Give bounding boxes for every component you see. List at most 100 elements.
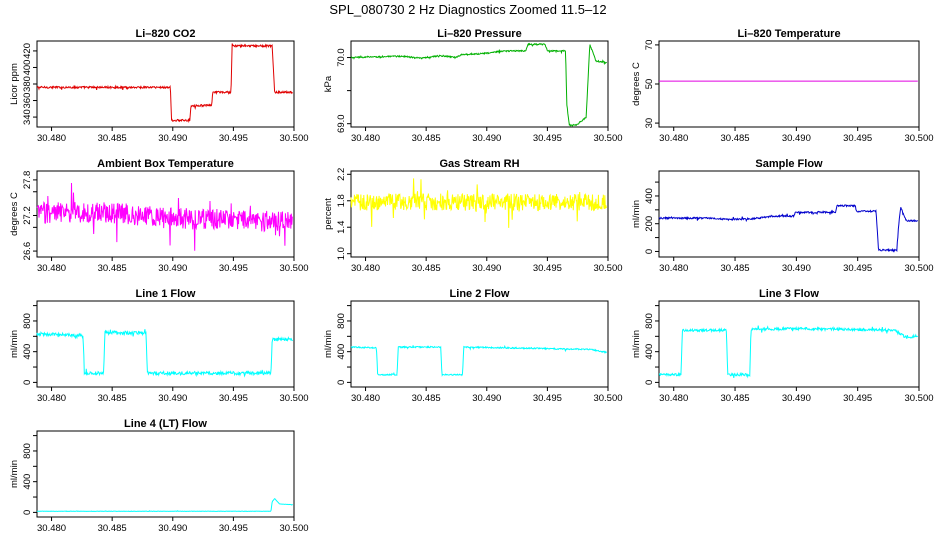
y-tick-label: 70.0 xyxy=(336,48,347,67)
x-tick-label: 30.500 xyxy=(279,133,308,144)
x-tick-label: 30.490 xyxy=(472,133,501,144)
x-tick-label: 30.485 xyxy=(721,263,750,274)
x-tick-label: 30.500 xyxy=(904,263,933,274)
x-tick-label: 30.495 xyxy=(533,263,562,274)
x-tick-label: 30.500 xyxy=(904,133,933,144)
x-tick-label: 30.480 xyxy=(37,393,66,404)
y-tick-label: 400 xyxy=(644,344,655,360)
series-line xyxy=(36,182,293,251)
y-axis-title: percent xyxy=(323,198,334,230)
panel-title: Line 2 Flow xyxy=(450,288,510,300)
series-line xyxy=(36,43,293,124)
y-tick-label: 380 xyxy=(22,76,33,92)
panel-title: Line 3 Flow xyxy=(759,288,819,300)
x-tick-label: 30.490 xyxy=(472,393,501,404)
x-tick-label: 30.495 xyxy=(533,393,562,404)
y-tick-label: 0 xyxy=(22,510,33,515)
y-tick-label: 400 xyxy=(644,188,655,204)
series-line xyxy=(658,204,918,253)
plot-frame xyxy=(350,170,609,258)
series-line xyxy=(350,344,607,377)
plot-frame xyxy=(36,40,295,128)
x-tick-label: 30.500 xyxy=(279,523,308,534)
y-tick-label: 400 xyxy=(22,344,33,360)
y-tick-label: 800 xyxy=(22,313,33,329)
y-axis-title: kPa xyxy=(323,75,334,92)
y-tick-label: 30 xyxy=(644,118,655,129)
y-tick-label: 420 xyxy=(22,43,33,59)
y-tick-label: 800 xyxy=(644,313,655,329)
x-tick-label: 30.480 xyxy=(37,263,66,274)
x-tick-label: 30.485 xyxy=(412,263,441,274)
y-tick-label: 1.4 xyxy=(336,221,347,234)
x-tick-label: 30.490 xyxy=(782,133,811,144)
panel-title: Li–820 CO2 xyxy=(136,28,196,40)
panel-5: Gas Stream RH 30.480 30.485 30.490 30.495 30.… xyxy=(323,158,623,274)
x-tick-label: 30.485 xyxy=(412,393,441,404)
x-tick-label: 30.495 xyxy=(219,133,248,144)
x-tick-label: 30.485 xyxy=(98,523,127,534)
x-tick-label: 30.495 xyxy=(533,133,562,144)
panel-1: Li–820 CO2 30.480 30.485 30.490 30.495 30.500… xyxy=(9,28,309,144)
panel-title: Line 1 Flow xyxy=(136,288,196,300)
x-tick-label: 30.480 xyxy=(351,263,380,274)
y-tick-label: 26.6 xyxy=(22,242,33,261)
panel-2: Li–820 Pressure 30.480 30.485 30.490 30.495 3… xyxy=(323,28,623,144)
y-tick-label: 360 xyxy=(22,93,33,109)
panel-7: Line 1 Flow 30.480 30.485 30.490 30.495 30.50… xyxy=(9,288,309,404)
x-tick-label: 30.490 xyxy=(782,393,811,404)
x-tick-label: 30.495 xyxy=(843,133,872,144)
series-line xyxy=(36,329,293,378)
panel-4: Ambient Box Temperature 30.480 30.485 30.49… xyxy=(9,158,309,274)
panel-6: Sample Flow 30.480 30.485 30.490 30.495 30.50… xyxy=(631,158,934,274)
plot-frame xyxy=(658,40,920,128)
x-tick-label: 30.485 xyxy=(721,393,750,404)
x-tick-label: 30.485 xyxy=(98,393,127,404)
y-tick-label: 27.8 xyxy=(22,171,33,190)
series-line xyxy=(658,325,918,379)
plot-frame xyxy=(658,300,920,388)
y-tick-label: 69.0 xyxy=(336,114,347,133)
y-tick-label: 1.8 xyxy=(336,194,347,207)
x-tick-label: 30.500 xyxy=(593,133,622,144)
y-tick-label: 0 xyxy=(336,380,347,385)
y-axis-title: ml/min xyxy=(631,330,642,358)
x-tick-label: 30.480 xyxy=(351,393,380,404)
x-tick-label: 30.495 xyxy=(219,263,248,274)
x-tick-label: 30.490 xyxy=(158,263,187,274)
y-tick-label: 0 xyxy=(644,249,655,254)
y-tick-label: 400 xyxy=(336,344,347,360)
panel-8: Line 2 Flow 30.480 30.485 30.490 30.495 30.50… xyxy=(323,288,623,404)
x-tick-label: 30.480 xyxy=(659,393,688,404)
y-tick-label: 0 xyxy=(22,380,33,385)
panel-title: Li–820 Pressure xyxy=(437,28,521,40)
y-axis-title: ml/min xyxy=(323,330,334,358)
x-tick-label: 30.490 xyxy=(158,393,187,404)
y-tick-label: 2.2 xyxy=(336,168,347,181)
y-tick-label: 1.0 xyxy=(336,247,347,260)
panel-title: Sample Flow xyxy=(755,158,823,170)
x-tick-label: 30.480 xyxy=(37,133,66,144)
x-tick-label: 30.485 xyxy=(98,263,127,274)
x-tick-label: 30.485 xyxy=(721,133,750,144)
x-tick-label: 30.480 xyxy=(37,523,66,534)
y-axis-title: ml/min xyxy=(9,330,20,358)
y-axis-title: degrees C xyxy=(631,62,642,106)
y-tick-label: 800 xyxy=(22,443,33,459)
y-tick-label: 340 xyxy=(22,109,33,125)
y-tick-label: 70 xyxy=(644,40,655,51)
x-tick-label: 30.480 xyxy=(659,133,688,144)
figure-title: SPL_080730 2 Hz Diagnostics Zoomed 11.5–… xyxy=(329,2,606,17)
y-tick-label: 800 xyxy=(336,313,347,329)
series-line xyxy=(350,178,608,228)
series-line xyxy=(36,498,293,512)
plot-frame xyxy=(658,170,920,258)
x-tick-label: 30.490 xyxy=(782,263,811,274)
y-axis-title: Licor ppm xyxy=(9,63,20,105)
y-tick-label: 400 xyxy=(22,60,33,76)
panel-title: Line 4 (LT) Flow xyxy=(124,418,207,430)
panel-3: Li–820 Temperature 30.480 30.485 30.490 30.4… xyxy=(631,28,934,144)
x-tick-label: 30.485 xyxy=(98,133,127,144)
x-tick-label: 30.500 xyxy=(279,393,308,404)
panel-10: Line 4 (LT) Flow 30.480 30.485 30.490 30.495… xyxy=(9,418,309,534)
